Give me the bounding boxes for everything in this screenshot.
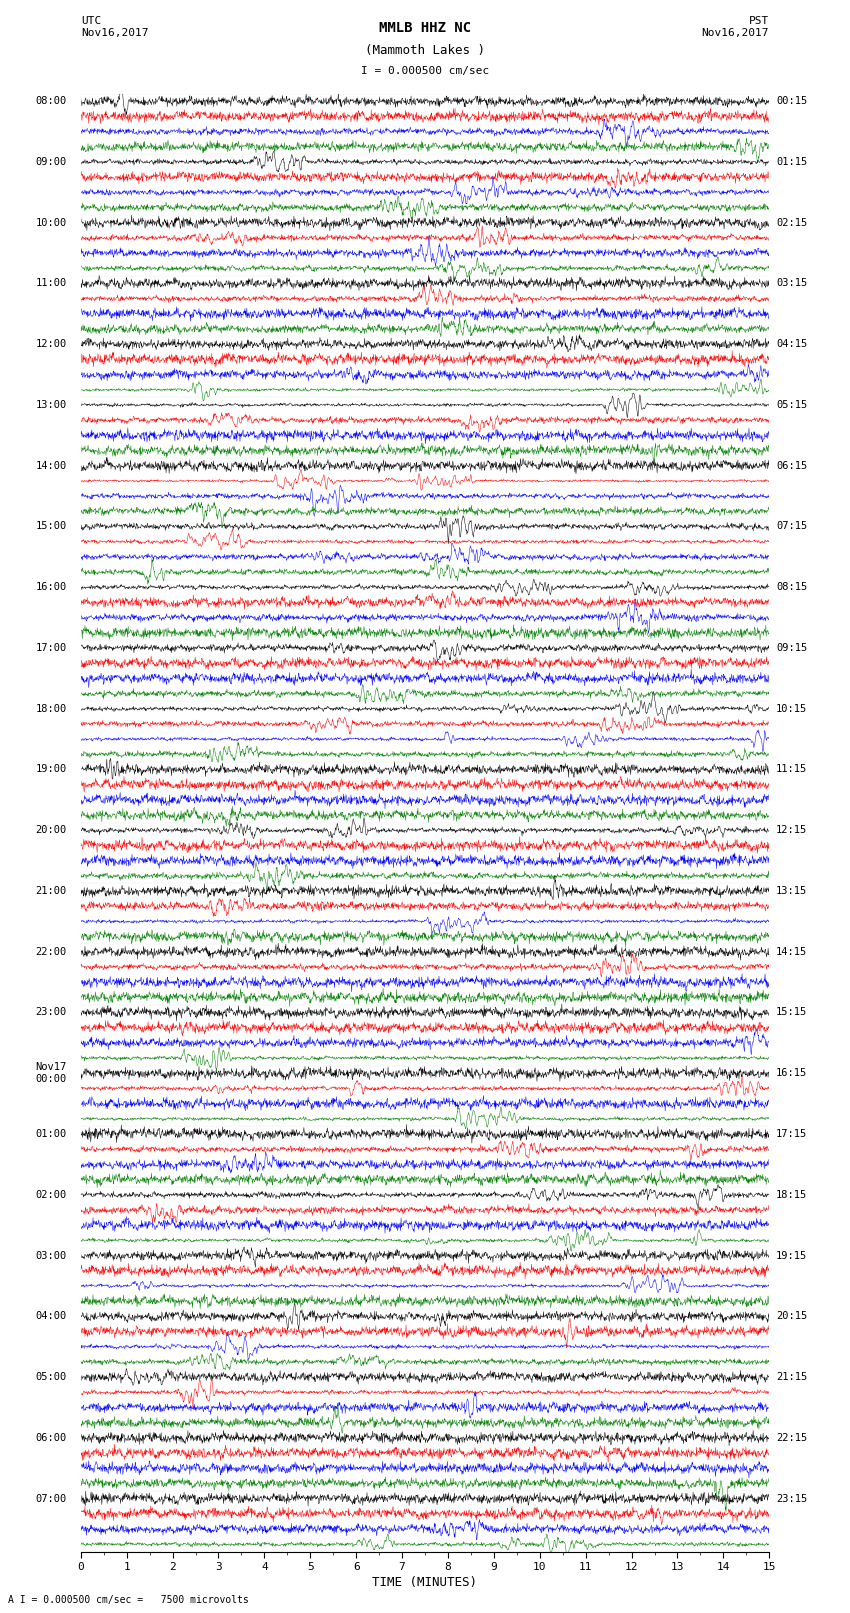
Text: 04:00: 04:00 (36, 1311, 67, 1321)
Text: 14:15: 14:15 (776, 947, 808, 957)
Text: 01:15: 01:15 (776, 156, 808, 166)
Text: 09:00: 09:00 (36, 156, 67, 166)
Text: 06:15: 06:15 (776, 461, 808, 471)
Text: 15:15: 15:15 (776, 1008, 808, 1018)
Text: 19:00: 19:00 (36, 765, 67, 774)
Text: 01:00: 01:00 (36, 1129, 67, 1139)
Text: 15:00: 15:00 (36, 521, 67, 531)
Text: 17:00: 17:00 (36, 644, 67, 653)
Text: 03:00: 03:00 (36, 1250, 67, 1260)
Text: 20:15: 20:15 (776, 1311, 808, 1321)
Text: 18:15: 18:15 (776, 1190, 808, 1200)
Text: 14:00: 14:00 (36, 461, 67, 471)
Text: A I = 0.000500 cm/sec =   7500 microvolts: A I = 0.000500 cm/sec = 7500 microvolts (8, 1595, 249, 1605)
Text: (Mammoth Lakes ): (Mammoth Lakes ) (365, 44, 485, 56)
Text: 20:00: 20:00 (36, 826, 67, 836)
Text: 22:15: 22:15 (776, 1432, 808, 1442)
Text: 17:15: 17:15 (776, 1129, 808, 1139)
Text: 07:15: 07:15 (776, 521, 808, 531)
Text: 10:00: 10:00 (36, 218, 67, 227)
Text: 11:00: 11:00 (36, 279, 67, 289)
Text: PST
Nov16,2017: PST Nov16,2017 (702, 16, 769, 37)
Text: 07:00: 07:00 (36, 1494, 67, 1503)
Text: 06:00: 06:00 (36, 1432, 67, 1442)
Text: 23:00: 23:00 (36, 1008, 67, 1018)
Text: 00:15: 00:15 (776, 97, 808, 106)
Text: 23:15: 23:15 (776, 1494, 808, 1503)
Text: MMLB HHZ NC: MMLB HHZ NC (379, 21, 471, 35)
Text: 12:15: 12:15 (776, 826, 808, 836)
X-axis label: TIME (MINUTES): TIME (MINUTES) (372, 1576, 478, 1589)
Text: 21:15: 21:15 (776, 1373, 808, 1382)
Text: 11:15: 11:15 (776, 765, 808, 774)
Text: 16:00: 16:00 (36, 582, 67, 592)
Text: 21:00: 21:00 (36, 886, 67, 895)
Text: 13:15: 13:15 (776, 886, 808, 895)
Text: 04:15: 04:15 (776, 339, 808, 348)
Text: 22:00: 22:00 (36, 947, 67, 957)
Text: 13:00: 13:00 (36, 400, 67, 410)
Text: UTC
Nov16,2017: UTC Nov16,2017 (81, 16, 148, 37)
Text: 19:15: 19:15 (776, 1250, 808, 1260)
Text: 18:00: 18:00 (36, 703, 67, 713)
Text: 09:15: 09:15 (776, 644, 808, 653)
Text: 12:00: 12:00 (36, 339, 67, 348)
Text: I = 0.000500 cm/sec: I = 0.000500 cm/sec (361, 66, 489, 76)
Text: 05:15: 05:15 (776, 400, 808, 410)
Text: 10:15: 10:15 (776, 703, 808, 713)
Text: 02:15: 02:15 (776, 218, 808, 227)
Text: 16:15: 16:15 (776, 1068, 808, 1077)
Text: 05:00: 05:00 (36, 1373, 67, 1382)
Text: 02:00: 02:00 (36, 1190, 67, 1200)
Text: 08:15: 08:15 (776, 582, 808, 592)
Text: 08:00: 08:00 (36, 97, 67, 106)
Text: Nov17
00:00: Nov17 00:00 (36, 1063, 67, 1084)
Text: 03:15: 03:15 (776, 279, 808, 289)
